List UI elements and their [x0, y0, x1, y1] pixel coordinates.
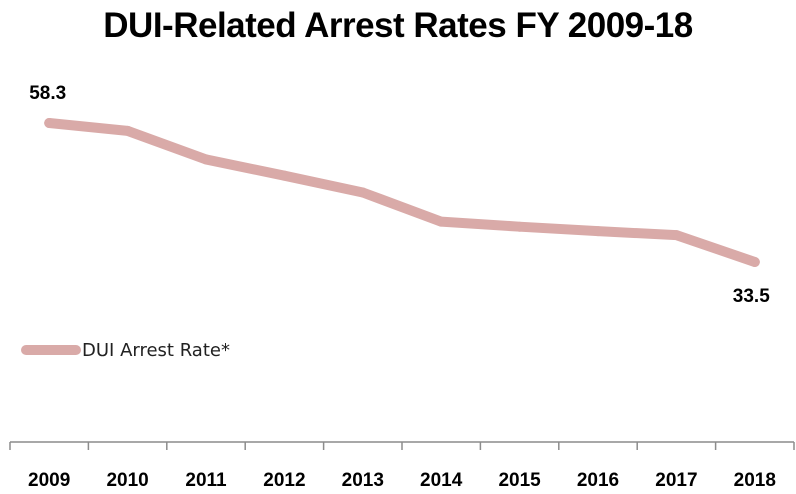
- x-tick-label: 2009: [28, 470, 70, 491]
- data-label: 33.5: [733, 286, 770, 307]
- data-point: [279, 170, 290, 181]
- data-point: [122, 125, 133, 136]
- data-point: [357, 187, 368, 198]
- legend-label: DUI Arrest Rate*: [82, 340, 230, 361]
- x-tick-label: 2012: [263, 470, 305, 491]
- data-point: [436, 216, 447, 227]
- series-line: [44, 118, 760, 267]
- x-tick-label: 2014: [420, 470, 463, 491]
- x-tick-label: 2017: [655, 470, 697, 491]
- x-tick-label: 2013: [342, 470, 384, 491]
- data-point: [44, 118, 55, 128]
- data-label: 58.3: [29, 83, 66, 104]
- x-tick-label: 2010: [106, 470, 148, 491]
- x-tick-label: 2011: [185, 470, 227, 491]
- data-point: [749, 257, 760, 267]
- data-point: [514, 221, 525, 232]
- x-tick-label: 2018: [734, 470, 776, 491]
- data-point: [593, 226, 603, 237]
- data-point: [201, 154, 211, 165]
- chart-title: DUI-Related Arrest Rates FY 2009-18: [103, 6, 693, 45]
- data-point: [671, 230, 682, 241]
- x-tick-label: 2015: [498, 470, 541, 491]
- x-tick-label: 2016: [577, 470, 619, 491]
